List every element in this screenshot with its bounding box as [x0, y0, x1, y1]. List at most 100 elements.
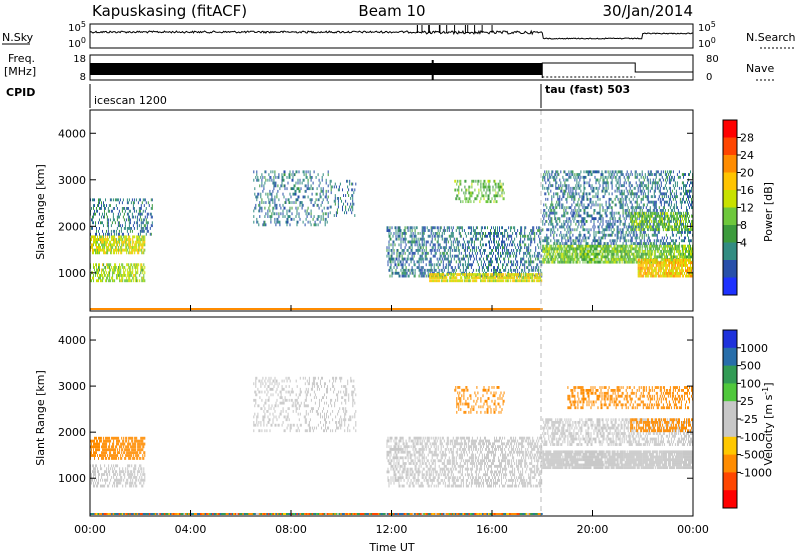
- heatmap-cell: [450, 266, 452, 269]
- heatmap-cell: [318, 184, 320, 188]
- heatmap-cell: [287, 217, 289, 221]
- heatmap-cell: [269, 201, 271, 204]
- heatmap-cell: [122, 243, 124, 247]
- heatmap-cell: [256, 217, 258, 221]
- heatmap-cell: [545, 220, 547, 223]
- heatmap-cell: [644, 242, 646, 245]
- heatmap-cell: [451, 276, 453, 280]
- heatmap-cell: [638, 260, 640, 264]
- heatmap-cell: [520, 279, 522, 283]
- heatmap-cell: [591, 184, 593, 188]
- heatmap-cell: [610, 258, 612, 261]
- heatmap-cell: [132, 248, 134, 252]
- heatmap-cell: [482, 185, 484, 189]
- heatmap-cell: [259, 201, 261, 204]
- heatmap-cell: [401, 254, 403, 258]
- heatmap-cell: [636, 236, 638, 240]
- heatmap-cell: [451, 232, 453, 235]
- heatmap-cell: [599, 244, 601, 248]
- heatmap-cell: [651, 244, 653, 248]
- heatmap-cell: [133, 274, 135, 277]
- heatmap-cell: [553, 258, 555, 261]
- heatmap-cell: [551, 195, 553, 199]
- heatmap-cell: [442, 260, 444, 264]
- heatmap-cell: [625, 186, 627, 190]
- noise-left-tick-high: 105: [68, 20, 86, 34]
- heatmap-cell: [583, 184, 585, 188]
- heatmap-cell: [483, 194, 485, 198]
- heatmap-cell: [599, 211, 601, 215]
- heatmap-cell: [485, 249, 486, 252]
- heatmap-cell: [137, 251, 139, 255]
- heatmap-cell: [673, 244, 675, 248]
- heatmap-cell: [493, 246, 494, 250]
- heatmap-cell: [127, 201, 129, 205]
- heatmap-cell: [565, 252, 567, 256]
- heatmap-cell: [614, 189, 616, 193]
- heatmap-cell: [498, 240, 499, 244]
- heatmap-cell: [530, 254, 532, 258]
- heatmap-cell: [656, 250, 658, 253]
- heatmap-cell: [574, 217, 576, 221]
- heatmap-cell: [643, 211, 645, 215]
- heatmap-cell: [414, 263, 416, 267]
- heatmap-cell: [295, 189, 297, 193]
- heatmap-cell: [412, 257, 414, 261]
- heatmap-cell: [576, 247, 578, 251]
- heatmap-cell: [606, 244, 608, 248]
- heatmap-cell: [537, 279, 539, 283]
- heatmap-cell: [559, 250, 561, 253]
- heatmap-cell: [620, 184, 622, 188]
- heatmap-cell: [476, 237, 478, 241]
- heatmap-cell: [96, 238, 97, 241]
- heatmap-cell: [460, 279, 462, 283]
- heatmap-cell: [120, 266, 122, 269]
- heatmap-cell: [464, 254, 466, 258]
- heatmap-cell: [96, 248, 97, 252]
- heatmap-cell: [605, 175, 607, 179]
- heatmap-cell: [612, 200, 614, 204]
- heatmap-cell: [601, 170, 603, 174]
- heatmap-cell: [446, 251, 448, 255]
- heatmap-cell: [453, 254, 455, 258]
- heatmap-cell: [413, 263, 415, 267]
- heatmap-cell: [277, 220, 279, 224]
- heatmap-cell: [600, 236, 602, 240]
- heatmap-cell: [107, 246, 109, 249]
- heatmap-cell: [562, 260, 564, 264]
- heatmap-cell: [93, 198, 94, 202]
- heatmap-cell: [422, 226, 424, 230]
- heatmap-cell: [274, 220, 276, 224]
- heatmap-cell: [129, 243, 131, 247]
- heatmap-cell: [553, 211, 555, 215]
- heatmap-cell: [497, 226, 498, 230]
- heatmap-cell: [577, 200, 579, 204]
- heatmap-cell: [483, 263, 484, 267]
- heatmap-cell: [464, 249, 466, 252]
- heatmap-cell: [471, 263, 473, 267]
- heatmap-cell: [492, 276, 494, 280]
- heatmap-cell: [622, 200, 624, 204]
- heatmap-cell: [120, 235, 122, 239]
- heatmap-cell: [500, 254, 501, 258]
- heatmap-cell: [500, 182, 502, 186]
- heatmap-cell: [622, 231, 624, 234]
- heatmap-cell: [129, 221, 131, 225]
- heatmap-cell: [92, 221, 93, 225]
- heatmap-cell: [348, 188, 350, 192]
- heatmap-cell: [288, 201, 290, 204]
- heatmap-cell: [549, 250, 551, 253]
- heatmap-cell: [614, 247, 616, 251]
- heatmap-cell: [545, 250, 547, 253]
- heatmap-cell: [95, 221, 96, 225]
- heatmap-cell: [320, 187, 322, 191]
- heatmap-cell: [531, 279, 533, 283]
- heatmap-cell: [494, 194, 496, 198]
- heatmap-cell: [521, 246, 523, 250]
- heatmap-cell: [588, 192, 590, 196]
- heatmap-cell: [639, 250, 641, 253]
- heatmap-cell: [275, 206, 277, 210]
- heatmap-cell: [104, 204, 105, 207]
- heatmap-cell: [411, 254, 413, 258]
- heatmap-cell: [593, 222, 595, 226]
